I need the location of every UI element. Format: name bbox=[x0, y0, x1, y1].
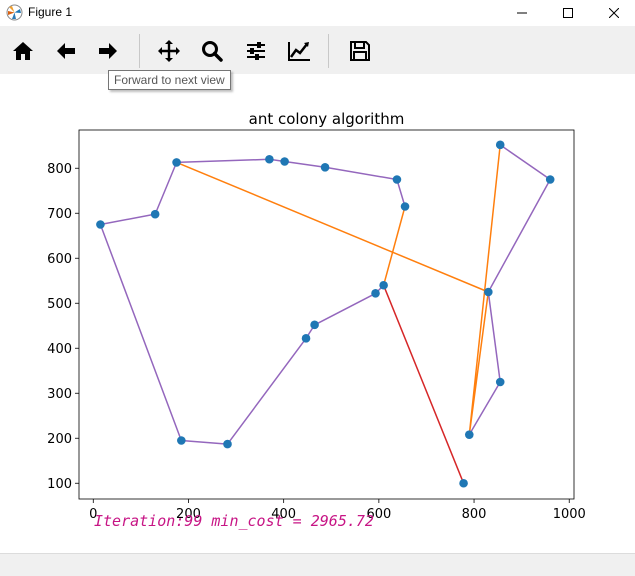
pan-icon bbox=[158, 40, 180, 62]
back-icon bbox=[57, 43, 75, 59]
city-point-19 bbox=[177, 436, 186, 445]
status-bar bbox=[0, 553, 635, 576]
x-tick-label: 600 bbox=[366, 507, 391, 522]
maximize-button[interactable] bbox=[545, 0, 591, 26]
maximize-icon bbox=[563, 8, 573, 18]
navigation-toolbar bbox=[0, 26, 635, 74]
edit-axis-icon bbox=[288, 42, 310, 61]
city-point-17 bbox=[301, 334, 311, 343]
city-point-15 bbox=[371, 289, 380, 298]
configure-subplots-button[interactable] bbox=[239, 34, 273, 68]
edit-axis-button[interactable] bbox=[282, 34, 316, 68]
x-tick-label: 0 bbox=[89, 507, 97, 522]
y-tick-label: 100 bbox=[47, 477, 72, 492]
city-point-0 bbox=[96, 220, 105, 229]
x-tick-label: 1000 bbox=[553, 507, 586, 522]
toolbar-separator bbox=[328, 34, 329, 68]
forward-icon bbox=[99, 43, 117, 59]
back-button[interactable] bbox=[49, 34, 83, 68]
x-tick-label: 200 bbox=[176, 507, 201, 522]
y-tick-label: 300 bbox=[47, 387, 72, 402]
city-point-14 bbox=[379, 280, 388, 290]
matplotlib-logo-icon bbox=[6, 4, 23, 21]
city-point-10 bbox=[484, 287, 493, 297]
y-tick-label: 700 bbox=[47, 207, 72, 222]
x-tick-label: 800 bbox=[462, 507, 487, 522]
axes-frame bbox=[78, 129, 575, 500]
iteration-cost-annotation: Iteration:99 min_cost = 2965.72 bbox=[94, 512, 374, 530]
route-line-1 bbox=[382, 285, 465, 484]
city-point-16 bbox=[310, 320, 319, 330]
city-point-13 bbox=[459, 478, 468, 488]
configure-subplots-icon bbox=[247, 42, 265, 60]
home-icon bbox=[13, 42, 33, 60]
save-icon bbox=[350, 41, 370, 61]
city-point-7 bbox=[400, 202, 410, 211]
city-point-6 bbox=[392, 175, 402, 184]
y-tick-label: 800 bbox=[47, 162, 72, 177]
chart-title: ant colony algorithm bbox=[249, 110, 405, 128]
forward-button[interactable] bbox=[91, 34, 125, 68]
route-line-3 bbox=[382, 206, 406, 286]
city-point-4 bbox=[280, 157, 289, 166]
city-point-5 bbox=[320, 163, 330, 172]
toolbar-separator bbox=[139, 34, 140, 68]
y-tick-label: 200 bbox=[47, 432, 72, 447]
plot-area bbox=[79, 130, 574, 499]
x-tick-label: 400 bbox=[271, 507, 296, 522]
minimize-button[interactable] bbox=[499, 0, 545, 26]
city-point-1 bbox=[150, 209, 160, 219]
window-title-bar: Figure 1 bbox=[0, 0, 635, 26]
city-point-8 bbox=[495, 140, 505, 150]
zoom-button[interactable] bbox=[195, 34, 229, 68]
window-title: Figure 1 bbox=[28, 5, 73, 19]
minimize-icon bbox=[517, 12, 527, 14]
save-button[interactable] bbox=[343, 34, 377, 68]
pan-button[interactable] bbox=[152, 34, 186, 68]
y-tick-label: 400 bbox=[47, 342, 72, 357]
city-point-18 bbox=[223, 439, 232, 449]
city-point-11 bbox=[495, 377, 505, 387]
city-point-3 bbox=[265, 154, 274, 164]
y-tick-label: 500 bbox=[47, 297, 72, 312]
close-icon bbox=[609, 8, 619, 18]
city-point-9 bbox=[545, 175, 555, 184]
close-button[interactable] bbox=[591, 0, 635, 26]
zoom-icon bbox=[202, 41, 223, 62]
city-point-2 bbox=[172, 158, 181, 167]
toolbar-tooltip: Forward to next view bbox=[108, 70, 231, 90]
y-tick-label: 600 bbox=[47, 252, 72, 267]
home-button[interactable] bbox=[6, 34, 40, 68]
chart-canvas[interactable]: 0 200 400 600 800 1000 100 200 300 400 500 600 700 80… bbox=[0, 74, 635, 552]
city-point-12 bbox=[464, 430, 474, 439]
